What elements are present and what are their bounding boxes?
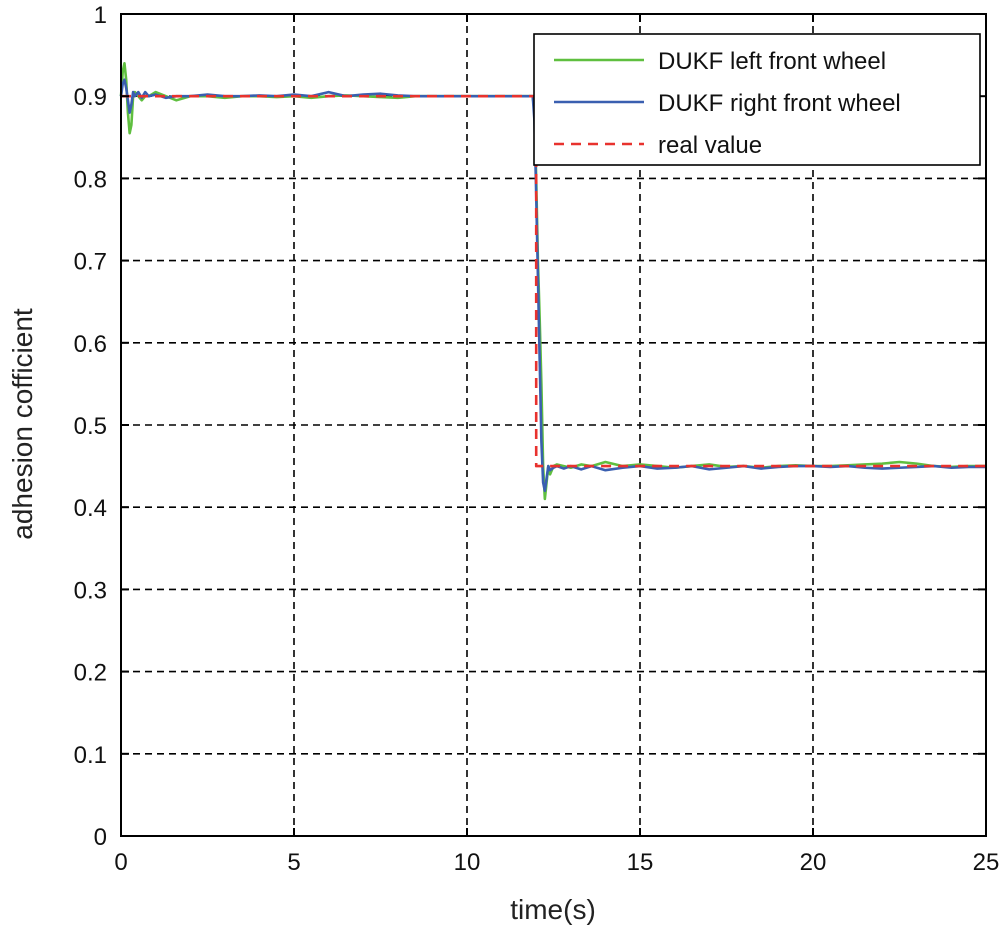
- y-tick-label: 0.8: [74, 166, 107, 193]
- y-tick-label: 0.6: [74, 331, 107, 358]
- y-tick-label: 0.1: [74, 742, 107, 769]
- y-tick-label: 0.2: [74, 660, 107, 687]
- y-tick-label: 0.7: [74, 249, 107, 276]
- x-tick-label: 25: [973, 849, 1000, 876]
- legend-label-2: DUKF right front wheel: [658, 90, 901, 117]
- y-axis-title: adhesion cofficient: [7, 308, 38, 540]
- y-tick-label: 1: [94, 2, 107, 29]
- series-line-3: [121, 94, 986, 468]
- x-axis-title: time(s): [510, 894, 596, 925]
- x-tick-label: 15: [627, 849, 654, 876]
- y-tick-label: 0.3: [74, 577, 107, 604]
- x-tick-label: 0: [114, 849, 127, 876]
- x-tick-label: 20: [800, 849, 827, 876]
- axes-frame: [120, 13, 987, 837]
- x-tick-label: 5: [287, 849, 300, 876]
- tick-labels: 0 5 10 15 20 25 0 0.1 0.2 0.3 0.4 0.5 0.6 0.7 0.8 0.9 1: [74, 2, 1000, 876]
- legend-label-1: DUKF left front wheel: [658, 48, 886, 75]
- x-tick-label: 10: [454, 849, 481, 876]
- legend-label-3: real value: [658, 132, 762, 159]
- y-tick-label: 0: [94, 824, 107, 851]
- legend: DUKF left front wheel DUKF right front wh…: [533, 33, 981, 166]
- y-tick-label: 0.4: [74, 495, 107, 522]
- y-tick-label: 0.5: [74, 413, 107, 440]
- y-tick-label: 0.9: [74, 84, 107, 111]
